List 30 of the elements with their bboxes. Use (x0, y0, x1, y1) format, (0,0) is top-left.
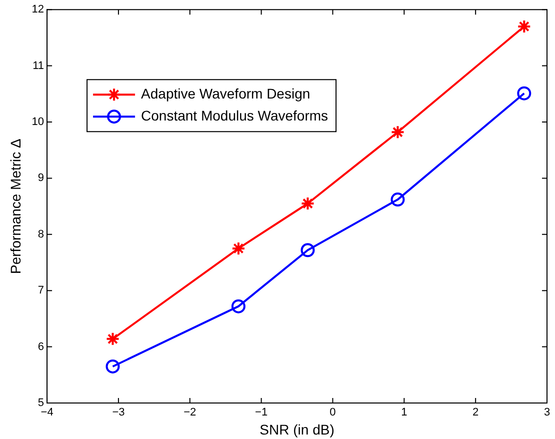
x-tick-label: −2 (184, 406, 196, 419)
x-tick-label: −4 (40, 406, 54, 419)
legend-label: Constant Modulus Waveforms (141, 107, 328, 124)
x-tick-label: −3 (112, 406, 125, 419)
y-tick-label: 12 (32, 4, 44, 16)
x-tick-label: 3 (544, 406, 550, 419)
y-tick-label: 6 (38, 340, 44, 353)
x-tick-label: −1 (255, 406, 268, 419)
point (517, 86, 532, 100)
point (517, 19, 532, 34)
point (106, 332, 120, 346)
point (390, 192, 405, 207)
y-tick-label: 10 (32, 116, 44, 128)
point (300, 196, 315, 210)
point (106, 359, 120, 374)
point (390, 125, 405, 140)
x-tick-label: 0 (330, 406, 336, 419)
point (231, 299, 246, 314)
y-axis-title: Performance Metric Δ (7, 138, 24, 274)
x-tick-label: 2 (472, 406, 479, 419)
y-tick-label: 5 (38, 397, 44, 410)
y-tick-label: 7 (38, 284, 44, 297)
point (300, 243, 315, 258)
x-axis-title: SNR (in dB) (260, 421, 334, 438)
x-tick-label: 1 (401, 406, 408, 419)
y-tick-label: 9 (38, 172, 44, 184)
y-tick-label: 11 (32, 60, 44, 72)
y-tick-label: 8 (38, 228, 44, 240)
point (231, 241, 246, 256)
legend-label: Adaptive Waveform Design (141, 85, 310, 102)
